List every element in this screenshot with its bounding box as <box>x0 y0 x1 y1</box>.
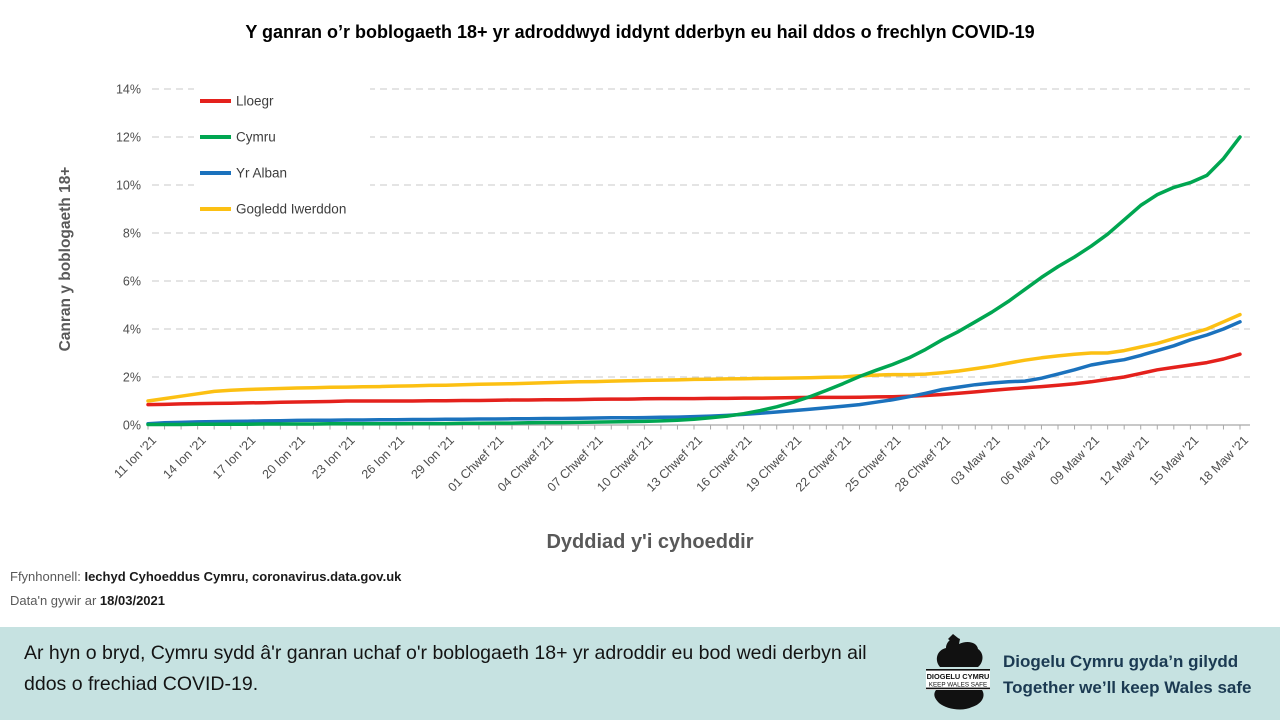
wales-map-top <box>936 637 983 667</box>
x-tick-label: 12 Maw '21 <box>1097 433 1152 488</box>
logo-band <box>926 669 990 690</box>
x-tick-label: 23 Ion '21 <box>309 433 357 481</box>
key-message-text: Ar hyn o bryd, Cymru sydd â'r ganran uch… <box>24 642 867 695</box>
series-line-cymru <box>146 135 1242 427</box>
data-correct-line: Data'n gywir ar 18/03/2021 <box>10 593 165 608</box>
tagline-welsh: Diogelu Cymru gyda’n gilydd <box>1003 652 1239 671</box>
y-tick-label: 0% <box>123 419 141 433</box>
campaign-taglines: Diogelu Cymru gyda’n gilydd Together we’… <box>1003 649 1251 700</box>
x-tick-label: 29 Ion '21 <box>408 433 456 481</box>
updated-label: Data'n gywir ar <box>10 593 97 608</box>
logo-text-welsh: DIOGELU CYMRU <box>927 672 990 681</box>
source-website: coronavirus.data.gov.uk <box>252 569 402 584</box>
x-tick-label: 15 Maw '21 <box>1147 433 1202 488</box>
y-tick-label: 4% <box>123 323 141 337</box>
source-label: Ffynhonnell: <box>10 569 81 584</box>
source-line: Ffynhonnell: Iechyd Cyhoeddus Cymru, cor… <box>10 569 401 584</box>
series-line-gogledd-iwerddon <box>146 312 1242 403</box>
logo-text-english: KEEP WALES SAFE <box>929 681 987 688</box>
y-tick-label: 6% <box>123 275 141 289</box>
legend-label-gogledd-iwerddon: Gogledd Iwerddon <box>236 202 346 217</box>
y-tick-label: 12% <box>116 131 141 145</box>
x-tick-label: 14 Ion '21 <box>160 433 208 481</box>
legend-label-cymru: Cymru <box>236 130 276 145</box>
x-tick-label: 26 Ion '21 <box>359 433 407 481</box>
updated-date: 18/03/2021 <box>99 593 165 608</box>
line-chart: 0%2%4%6%8%10%12%14%11 Ion '21 14 Ion '21 1… <box>111 83 1251 495</box>
chart-title: Y ganran o’r boblogaeth 18+ yr adroddwyd… <box>0 18 1280 47</box>
y-tick-label: 10% <box>116 179 141 193</box>
x-tick-label: 11 Ion '21 <box>111 433 159 481</box>
source-organisation: Iechyd Cyhoeddus Cymru, <box>84 569 249 584</box>
logo-band-rule-top <box>926 669 990 671</box>
keep-wales-safe-logo: DIOGELU CYMRU KEEP WALES SAFE <box>926 634 990 710</box>
chart-title-text: Y ganran o’r boblogaeth 18+ yr adroddwyd… <box>245 22 1035 42</box>
key-message-banner: Ar hyn o bryd, Cymru sydd â'r ganran uch… <box>0 627 1280 720</box>
x-tick-label: 18 Maw '21 <box>1196 433 1251 488</box>
x-tick-label: 09 Maw '21 <box>1047 433 1102 488</box>
x-axis-title: Dyddiad y'i cyhoeddir <box>546 531 754 553</box>
series-line-yr-alban <box>146 320 1242 426</box>
legend-label-yr-alban: Yr Alban <box>236 166 287 181</box>
wales-map-bottom <box>934 690 984 710</box>
x-tick-label: 03 Maw '21 <box>948 433 1003 488</box>
wales-map-fleck <box>948 634 958 642</box>
legend-label-lloegr: Lloegr <box>236 94 274 109</box>
x-tick-label: 06 Maw '21 <box>998 433 1053 488</box>
logo-band-rule-bottom <box>926 687 990 690</box>
series-line-lloegr <box>146 352 1242 407</box>
y-tick-label: 14% <box>116 83 141 97</box>
tagline-english: Together we’ll keep Wales safe <box>1003 677 1252 697</box>
y-tick-label: 2% <box>123 371 141 385</box>
x-tick-label: 20 Ion '21 <box>260 433 308 481</box>
y-tick-label: 8% <box>123 227 141 241</box>
x-tick-label: 17 Ion '21 <box>210 433 258 481</box>
